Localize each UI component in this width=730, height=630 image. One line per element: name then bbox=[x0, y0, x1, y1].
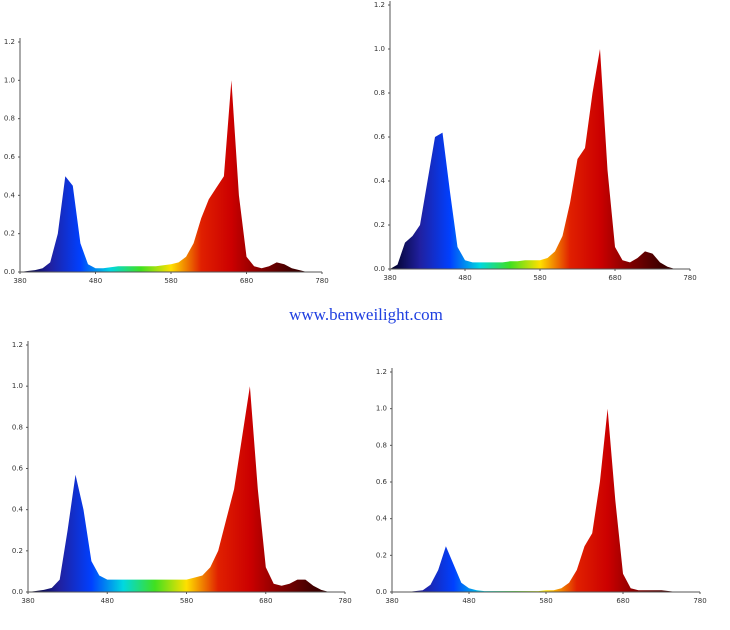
y-tick-label: 1.0 bbox=[12, 382, 23, 390]
y-tick-label: 0.6 bbox=[4, 153, 16, 161]
x-tick-label: 780 bbox=[338, 597, 351, 605]
y-tick-label: 1.2 bbox=[374, 1, 385, 9]
y-tick-label: 1.2 bbox=[376, 368, 387, 376]
x-tick-label: 480 bbox=[458, 274, 471, 282]
x-tick-label: 480 bbox=[101, 597, 114, 605]
y-tick-label: 0.6 bbox=[12, 465, 24, 473]
y-tick-label: 1.2 bbox=[4, 38, 15, 46]
y-tick-label: 0.6 bbox=[376, 478, 388, 486]
spectrum-area bbox=[28, 386, 345, 592]
y-tick-label: 1.0 bbox=[4, 76, 15, 84]
y-tick-label: 0.0 bbox=[376, 588, 387, 596]
y-tick-label: 0.8 bbox=[376, 441, 387, 449]
y-tick-label: 0.4 bbox=[12, 506, 24, 514]
x-tick-label: 380 bbox=[383, 274, 396, 282]
x-tick-label: 680 bbox=[259, 597, 272, 605]
y-tick-label: 0.0 bbox=[12, 588, 23, 596]
x-tick-label: 780 bbox=[693, 597, 706, 605]
spectrum-area bbox=[392, 408, 700, 592]
x-tick-label: 480 bbox=[462, 597, 475, 605]
x-tick-label: 480 bbox=[89, 277, 102, 285]
x-tick-label: 680 bbox=[616, 597, 629, 605]
x-tick-label: 380 bbox=[21, 597, 34, 605]
watermark: www.benweilight.com bbox=[289, 305, 443, 324]
y-tick-label: 0.0 bbox=[4, 268, 15, 276]
x-tick-label: 780 bbox=[683, 274, 696, 282]
y-tick-label: 0.8 bbox=[12, 423, 23, 431]
x-tick-label: 580 bbox=[533, 274, 546, 282]
y-tick-label: 0.4 bbox=[374, 177, 386, 185]
y-tick-label: 0.8 bbox=[374, 89, 385, 97]
y-tick-label: 1.0 bbox=[374, 45, 385, 53]
spectrum-area bbox=[20, 80, 322, 272]
spectrum-area bbox=[390, 49, 690, 269]
y-tick-label: 0.0 bbox=[374, 265, 385, 273]
x-tick-label: 780 bbox=[315, 277, 328, 285]
y-tick-label: 0.4 bbox=[4, 191, 16, 199]
x-tick-label: 580 bbox=[180, 597, 193, 605]
y-tick-label: 0.8 bbox=[4, 115, 15, 123]
x-tick-label: 380 bbox=[13, 277, 26, 285]
x-tick-label: 380 bbox=[385, 597, 398, 605]
x-tick-label: 680 bbox=[608, 274, 621, 282]
x-tick-label: 680 bbox=[240, 277, 253, 285]
y-tick-label: 0.2 bbox=[4, 230, 15, 238]
x-tick-label: 580 bbox=[164, 277, 177, 285]
y-tick-label: 0.6 bbox=[374, 133, 386, 141]
y-tick-label: 0.2 bbox=[374, 221, 385, 229]
y-tick-label: 0.2 bbox=[376, 551, 387, 559]
y-tick-label: 1.2 bbox=[12, 341, 23, 349]
y-tick-label: 0.2 bbox=[12, 547, 23, 555]
x-tick-label: 580 bbox=[539, 597, 552, 605]
y-tick-label: 0.4 bbox=[376, 515, 388, 523]
y-tick-label: 1.0 bbox=[376, 405, 387, 413]
